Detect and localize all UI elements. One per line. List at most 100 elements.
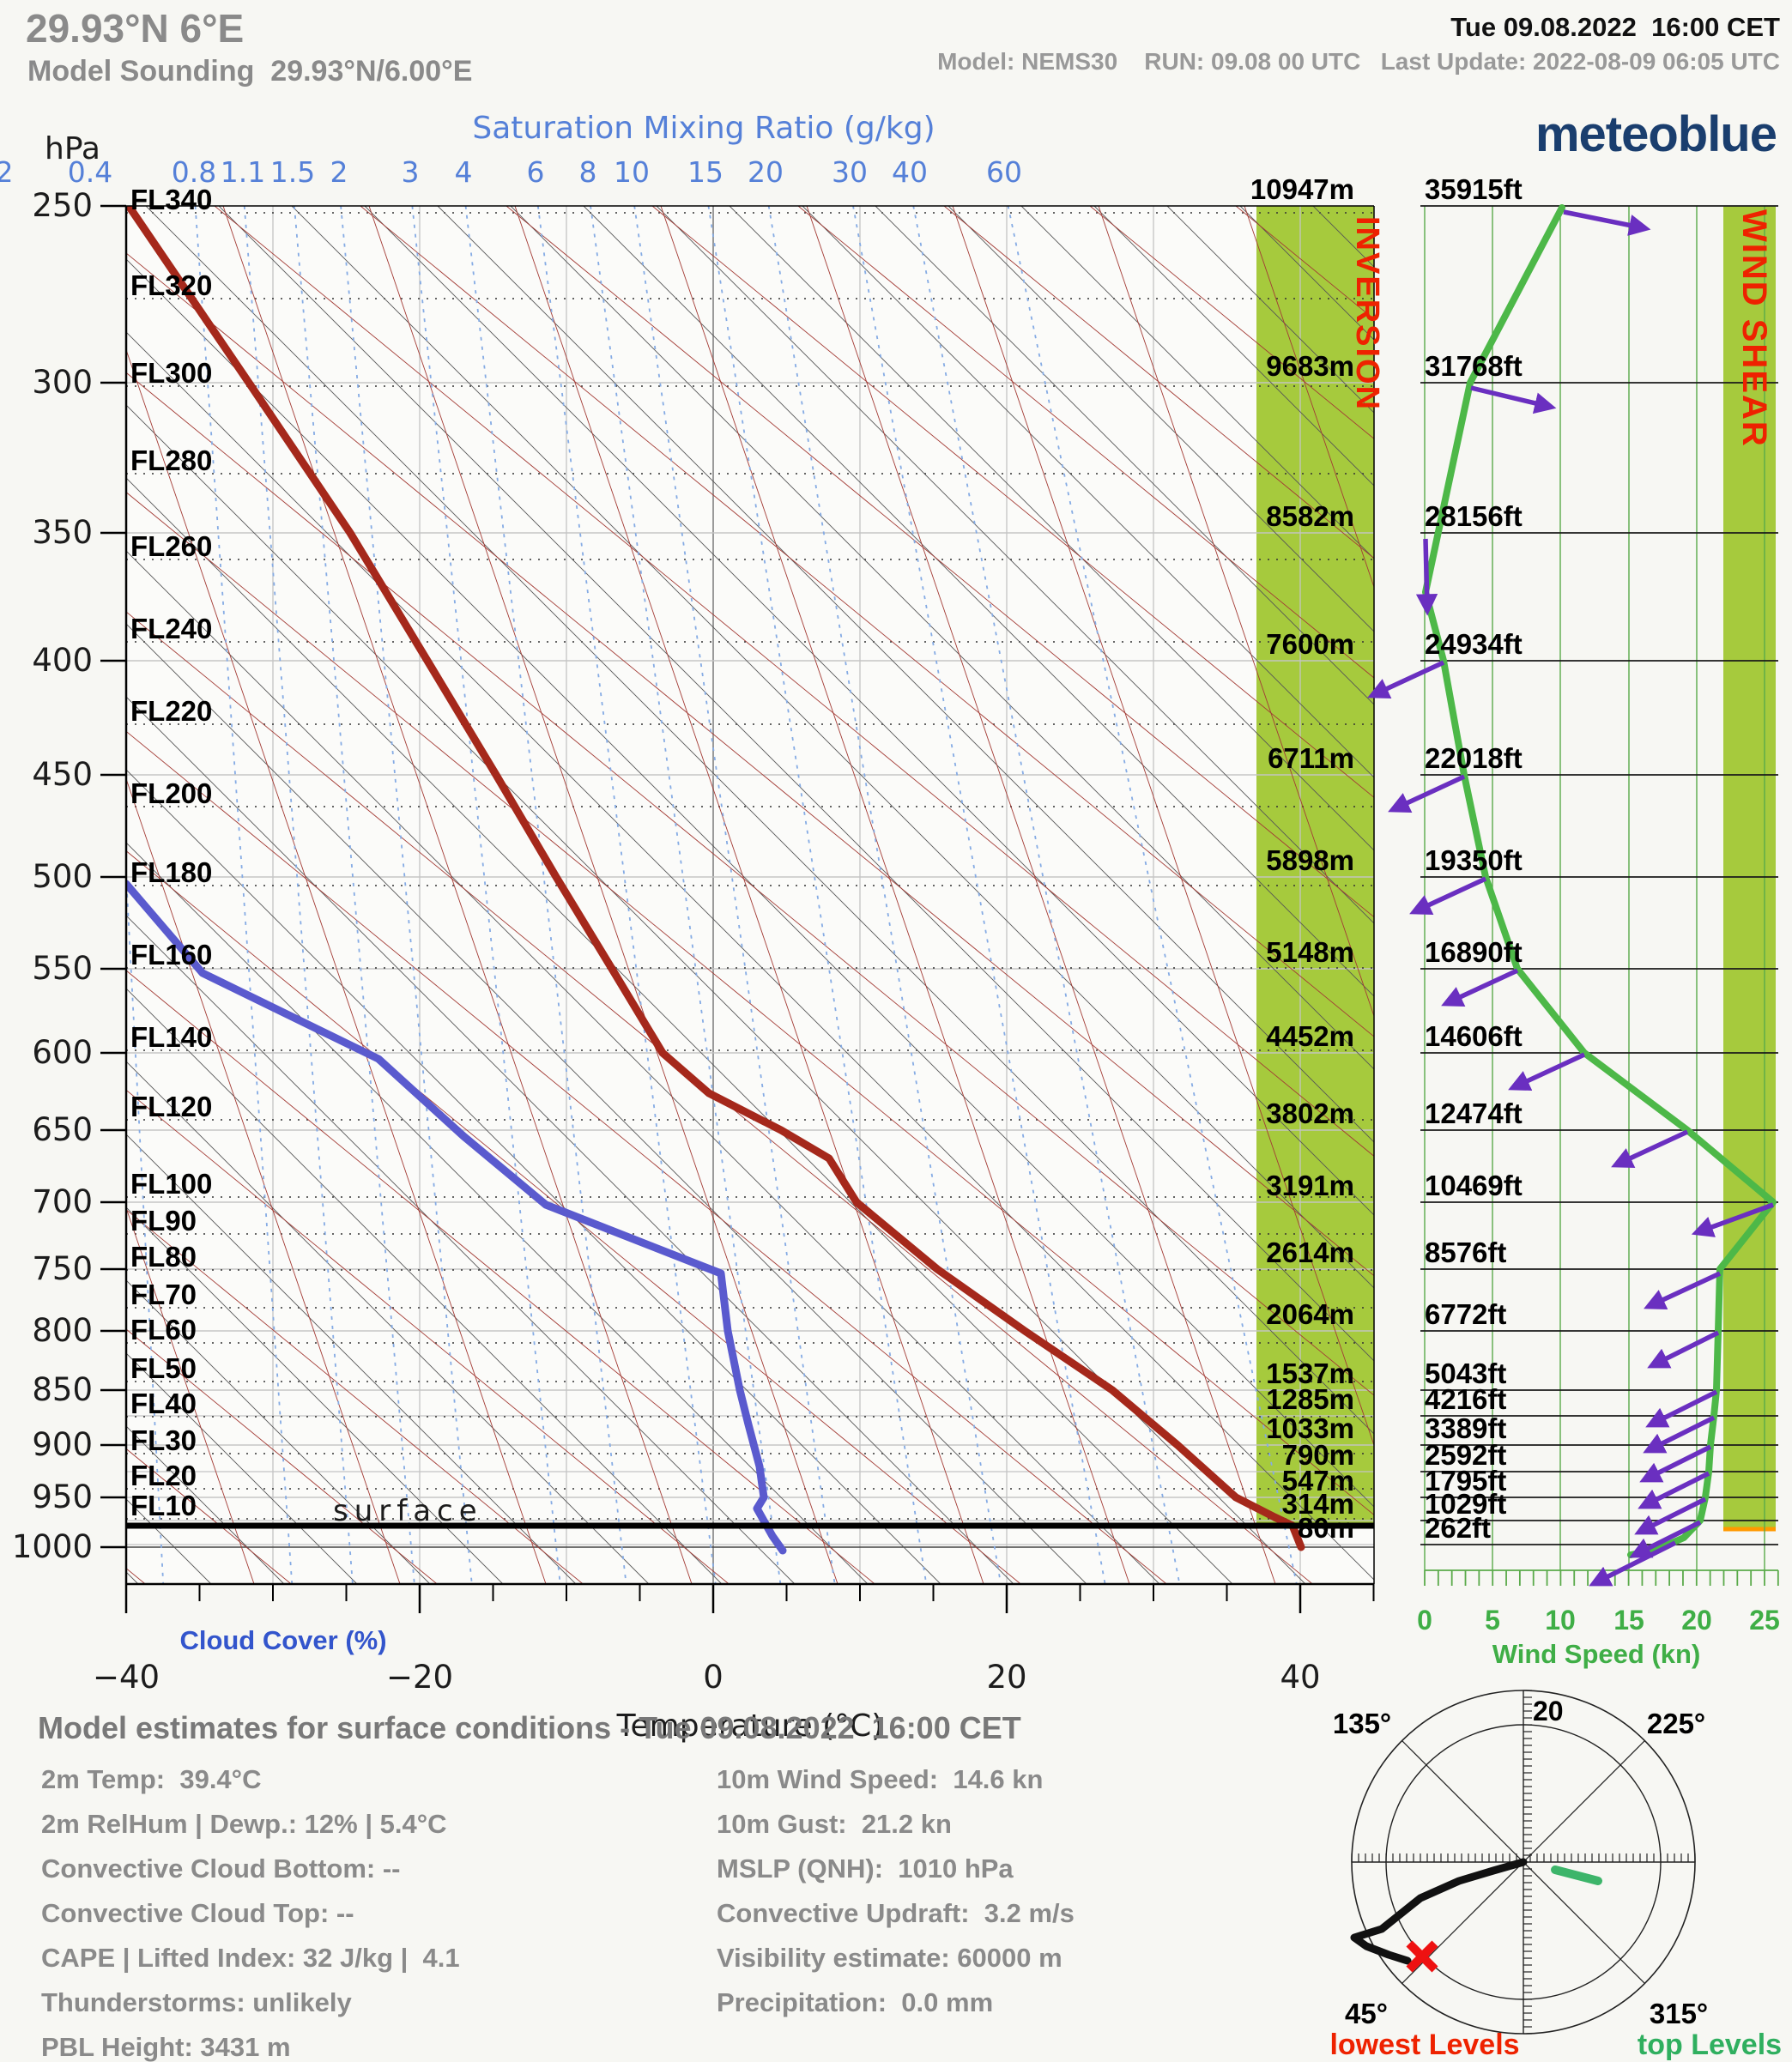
altitude-feet-label: 24934ft xyxy=(1425,628,1523,660)
pressure-tick-label: 350 xyxy=(32,514,93,551)
mixing-ratio-axis-title: Saturation Mixing Ratio (g/kg) xyxy=(472,111,935,146)
flight-level-label: FL200 xyxy=(130,777,213,809)
flight-level-label: FL10 xyxy=(130,1490,197,1521)
wind-direction-arrow xyxy=(1589,1540,1677,1587)
pressure-axis-title: hPa xyxy=(45,131,100,166)
flight-level-label: FL40 xyxy=(130,1388,197,1419)
hodograph-direction-label: 45° xyxy=(1345,1998,1388,2029)
flight-level-label: FL120 xyxy=(130,1091,213,1122)
wind-speed-tick-label: 25 xyxy=(1749,1605,1780,1636)
altitude-meter-label: 7600m xyxy=(1266,628,1354,660)
altitude-meter-label: 2064m xyxy=(1266,1298,1354,1330)
altitude-feet-label: 1795ft xyxy=(1425,1465,1507,1497)
temperature-axis-title: Temperature (°C) xyxy=(616,1708,884,1744)
pressure-tick-label: 900 xyxy=(32,1426,93,1463)
altitude-feet-label: 35915ft xyxy=(1425,173,1523,205)
temperature-curve xyxy=(126,206,1305,1551)
pressure-tick-label: 800 xyxy=(32,1312,93,1349)
flight-level-label: FL140 xyxy=(130,1021,213,1053)
wind-direction-arrow xyxy=(1611,1129,1689,1169)
altitude-feet-label: 10469ft xyxy=(1425,1170,1523,1201)
altitude-feet-label: 19350ft xyxy=(1425,844,1523,876)
pressure-tick-label: 500 xyxy=(32,858,93,895)
mixing-ratio-tick-label: 1.5 xyxy=(269,155,316,189)
surface-estimate-item: MSLP (QNH): 1010 hPa xyxy=(717,1853,1014,1884)
mixing-ratio-tick-label: 30 xyxy=(832,155,868,189)
altitude-meter-label: 1285m xyxy=(1266,1383,1354,1415)
dewpoint-curve xyxy=(126,880,787,1555)
flight-level-label: FL60 xyxy=(130,1314,197,1345)
flight-level-label: FL220 xyxy=(130,695,213,727)
mixing-ratio-tick-label: 3 xyxy=(401,155,420,189)
hodograph-top-levels-line xyxy=(1551,1865,1602,1885)
wind-speed-axis-title: Wind Speed (kn) xyxy=(1492,1639,1701,1669)
altitude-meter-label: 1537m xyxy=(1266,1358,1354,1389)
wind-direction-arrow xyxy=(1563,209,1651,236)
altitude-meter-label: 6711m xyxy=(1268,742,1354,774)
flight-level-label: FL340 xyxy=(130,184,213,215)
wind-direction-arrow xyxy=(1470,385,1557,414)
altitude-feet-label: 2592ft xyxy=(1425,1439,1507,1471)
wind-speed-profile xyxy=(1422,204,1777,1558)
altitude-meter-label: 314m xyxy=(1281,1488,1354,1520)
hodograph-lowest-levels-line xyxy=(1350,1858,1528,1965)
pressure-tick-label: 650 xyxy=(32,1111,93,1148)
run-info: RUN: 09.08 00 UTC xyxy=(1144,48,1361,75)
wind-direction-arrow xyxy=(1645,1389,1718,1428)
mixing-ratio-tick-label: 8 xyxy=(578,155,597,189)
wind-direction-arrow xyxy=(1415,538,1438,616)
mixing-ratio-tick-label: 4 xyxy=(454,155,473,189)
surface-estimate-item: Convective Cloud Bottom: -- xyxy=(41,1853,401,1884)
mixing-ratio-tick-label: 15 xyxy=(687,155,723,189)
mixing-ratio-tick-label: 0.8 xyxy=(171,155,217,189)
altitude-meter-label: 3191m xyxy=(1266,1170,1354,1201)
wind-shear-label: WIND SHEAR xyxy=(1735,209,1773,448)
flight-level-label: FL300 xyxy=(130,357,213,389)
surface-line-label: surface xyxy=(333,1494,483,1528)
altitude-meter-label: 2614m xyxy=(1266,1237,1354,1268)
wind-direction-arrow xyxy=(1508,1052,1586,1091)
pressure-tick-label: 250 xyxy=(32,187,93,224)
wind-direction-arrow xyxy=(1644,1271,1722,1310)
altitude-feet-label: 5043ft xyxy=(1425,1358,1507,1389)
flight-level-label: FL240 xyxy=(130,613,213,644)
wind-shear-bar xyxy=(1723,206,1776,1529)
pressure-tick-label: 450 xyxy=(32,756,93,793)
wind-direction-arrow xyxy=(1691,1202,1774,1237)
pressure-tick-label: 1000 xyxy=(11,1528,93,1565)
altitude-feet-label: 6772ft xyxy=(1425,1298,1507,1330)
altitude-feet-label: 1029ft xyxy=(1425,1488,1507,1520)
surface-estimate-item: 2m RelHum | Dewp.: 12% | 5.4°C xyxy=(41,1809,447,1839)
altitude-feet-label: 8576ft xyxy=(1425,1237,1507,1268)
hodograph-lowest-levels-label: lowest Levels xyxy=(1329,2029,1520,2061)
flight-level-label: FL50 xyxy=(130,1352,197,1384)
wind-direction-arrow xyxy=(1367,660,1445,699)
surface-estimate-item: Convective Updraft: 3.2 m/s xyxy=(717,1898,1075,1928)
altitude-feet-label: 3389ft xyxy=(1425,1412,1507,1444)
wind-speed-tick-label: 15 xyxy=(1613,1605,1644,1636)
pressure-tick-label: 850 xyxy=(32,1371,93,1408)
wind-direction-arrow xyxy=(1409,876,1487,916)
altitude-feet-label: 31768ft xyxy=(1425,350,1523,382)
meteoblue-logo: meteoblue xyxy=(1535,106,1777,162)
altitude-feet-label: 4216ft xyxy=(1425,1383,1507,1415)
surface-estimate-item: Convective Cloud Top: -- xyxy=(41,1898,354,1928)
surface-estimate-item: Precipitation: 0.0 mm xyxy=(717,1987,994,2017)
flight-level-label: FL70 xyxy=(130,1279,197,1310)
altitude-meter-label: 10947m xyxy=(1250,173,1354,205)
altitude-feet-label: 262ft xyxy=(1425,1512,1492,1544)
surface-estimate-item: Thunderstorms: unlikely xyxy=(41,1987,352,2017)
mixing-ratio-tick-label: 40 xyxy=(892,155,928,189)
wind-direction-arrow xyxy=(1634,1497,1707,1535)
altitude-feet-label: 16890ft xyxy=(1425,936,1523,968)
pressure-tick-label: 950 xyxy=(32,1478,93,1515)
hodograph-radius-label: 20 xyxy=(1533,1696,1564,1726)
mixing-ratio-tick-label: 6 xyxy=(526,155,545,189)
mixing-ratio-tick-label: 0.4 xyxy=(67,155,113,189)
altitude-feet-label: 14606ft xyxy=(1425,1020,1523,1052)
pressure-tick-label: 300 xyxy=(32,364,93,401)
model-run-info: Model: NEMS30 RUN: 09.08 00 UTC Last Upd… xyxy=(937,50,1780,74)
pressure-tick-label: 700 xyxy=(32,1183,93,1220)
